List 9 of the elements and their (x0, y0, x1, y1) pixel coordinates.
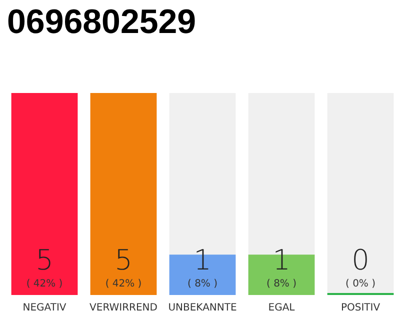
x-tick-label: EGAL (268, 302, 296, 314)
chart-title: 0696802529 (7, 3, 196, 41)
x-tick-label: POSITIV (340, 302, 380, 314)
x-tick-label: UNBEKANNTE (168, 302, 237, 314)
data-label: 5 ( 42% ) (105, 244, 142, 290)
data-label: 0 ( 0% ) (345, 244, 376, 290)
x-tick-label: VERWIRREND (90, 302, 158, 314)
data-label: 5 ( 42% ) (26, 244, 63, 290)
x-tick-label: NEGATIV (22, 302, 66, 314)
